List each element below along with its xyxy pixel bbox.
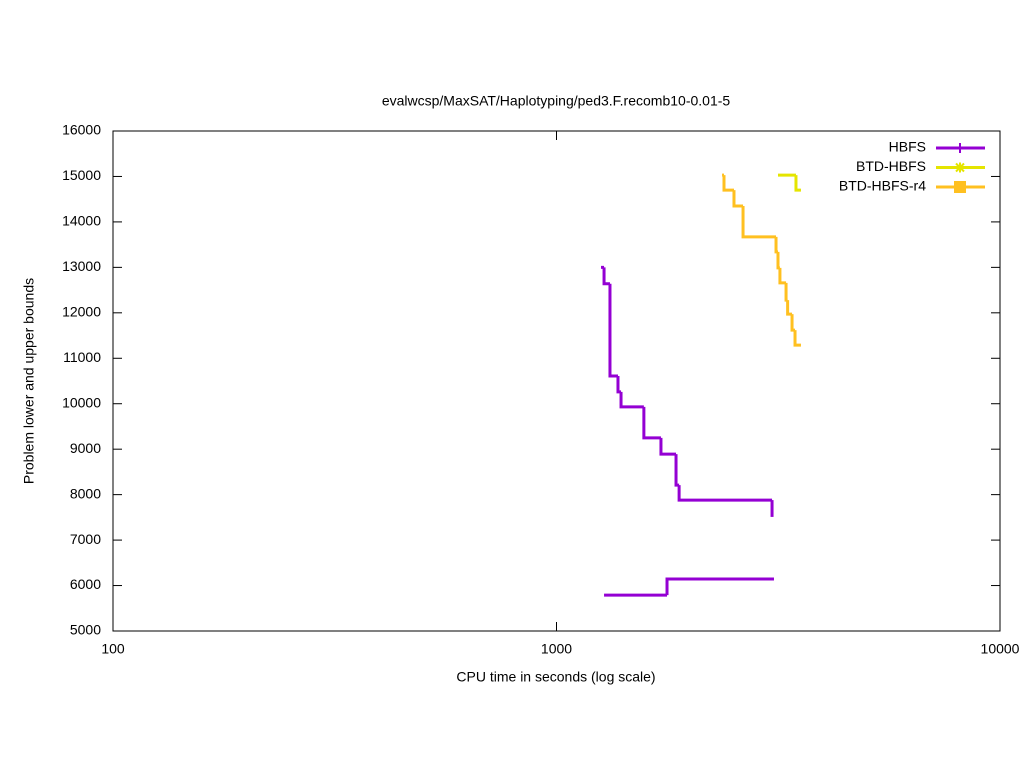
y-tick-label: 14000: [62, 213, 101, 229]
legend-label: HBFS: [889, 139, 926, 155]
step-segment: [741, 206, 777, 239]
y-tick-label: 16000: [62, 122, 101, 138]
legend-marker: [955, 162, 965, 173]
step-segment: [642, 406, 661, 440]
step-segment: [602, 267, 610, 286]
step-segment: [732, 190, 744, 208]
y-tick-label: 13000: [62, 258, 101, 274]
x-axis-label: CPU time in seconds (log scale): [456, 669, 655, 685]
step-segment: [776, 251, 780, 270]
y-tick-label: 12000: [62, 304, 101, 320]
legend-marker: [955, 143, 965, 153]
x-tick-label: 10000: [981, 641, 1020, 657]
step-segment: [784, 282, 788, 302]
y-tick-label: 9000: [70, 440, 101, 456]
y-axis-label: Problem lower and upper bounds: [21, 278, 37, 484]
step-segment: [793, 330, 801, 347]
legend-label: BTD-HBFS-r4: [839, 178, 926, 194]
chart-title: evalwcsp/MaxSAT/Haplotyping/ped3.F.recom…: [382, 93, 731, 109]
step-segment: [794, 175, 801, 192]
step-segment: [778, 267, 787, 285]
y-tick-label: 11000: [63, 349, 101, 365]
y-tick-label: 8000: [70, 485, 101, 501]
step-segment: [774, 236, 778, 254]
step-segment: [659, 437, 677, 456]
step-segment: [608, 283, 618, 378]
step-segment: [677, 485, 773, 502]
y-tick-label: 15000: [62, 167, 101, 183]
step-segment: [665, 577, 774, 596]
step-segment: [616, 376, 622, 394]
y-tick-label: 5000: [70, 622, 101, 638]
x-tick-label: 1000: [541, 641, 572, 657]
x-tick-label: 100: [101, 641, 125, 657]
y-tick-label: 6000: [70, 576, 101, 592]
step-segment: [619, 391, 644, 409]
legend-label: BTD-HBFS: [856, 158, 926, 174]
y-tick-label: 10000: [62, 394, 101, 410]
y-tick-label: 7000: [70, 531, 101, 547]
step-segment: [722, 175, 734, 192]
legend-marker: [954, 181, 966, 193]
